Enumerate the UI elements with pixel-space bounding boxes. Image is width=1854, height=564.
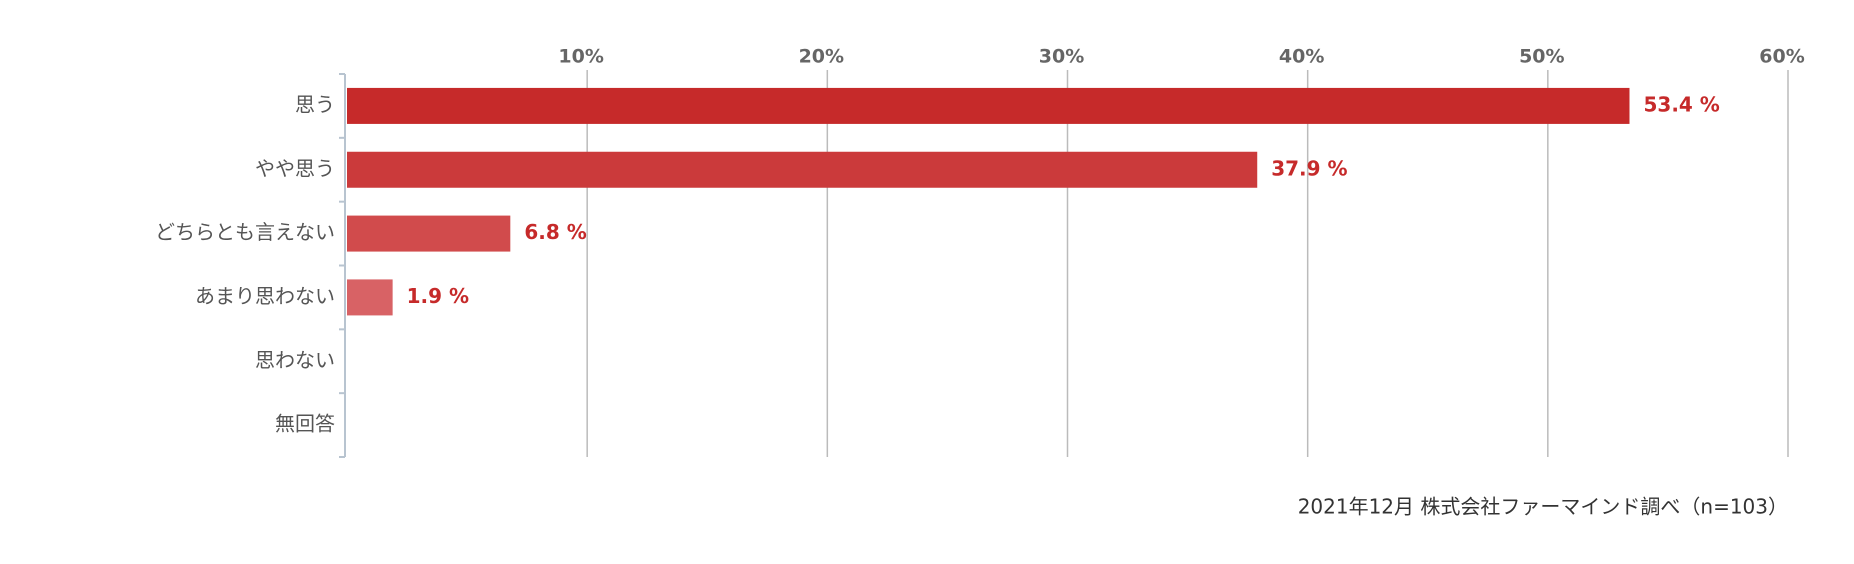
y-tick-label: 無回答: [275, 412, 335, 436]
y-tick-label: 思わない: [255, 348, 335, 372]
x-tick-label: 50%: [1519, 46, 1564, 68]
x-tick-label: 10%: [558, 46, 603, 68]
value-label: 53.4 %: [1643, 92, 1719, 116]
value-label: 37.9 %: [1271, 156, 1347, 180]
x-tick-label: 60%: [1759, 46, 1804, 68]
y-tick-label: あまり思わない: [195, 284, 335, 308]
value-label: 6.8 %: [524, 220, 586, 244]
y-tick-label: やや思う: [255, 156, 335, 180]
value-label: 1.9 %: [407, 284, 469, 308]
bar: [347, 279, 393, 316]
x-tick-label: 40%: [1279, 46, 1324, 68]
source-note: 2021年12月 株式会社ファーマインド調べ（n=103）: [1298, 495, 1788, 519]
x-tick-label: 30%: [1039, 46, 1084, 68]
y-tick-label: 思う: [295, 92, 335, 116]
bar: [347, 215, 511, 252]
bar: [347, 87, 1630, 124]
x-tick-label: 20%: [799, 46, 844, 68]
y-tick-label: どちらとも言えない: [155, 220, 335, 244]
bar: [347, 151, 1258, 188]
